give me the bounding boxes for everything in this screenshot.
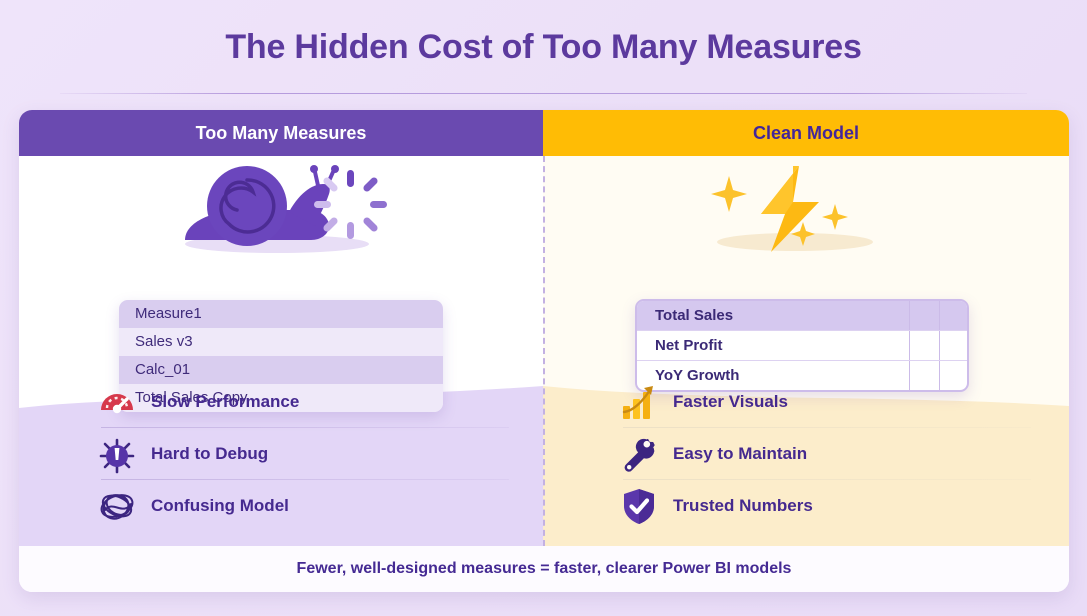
column-divider [543,156,545,546]
list-item[interactable]: Trusted Numbers [619,480,1039,532]
table-column-divider [909,331,910,360]
list-item-label: Easy to Maintain [673,444,808,463]
measure-row[interactable]: Measure1 [119,300,443,328]
table-column-divider [939,301,940,330]
drawback-list: Slow Performance [97,376,517,532]
shield-check-icon [619,486,659,526]
list-separator [101,427,509,428]
list-item-label: Trusted Numbers [673,496,813,515]
lightning-bolt-illustration [711,166,873,252]
list-item[interactable]: Slow Performance [97,376,517,428]
table-row[interactable]: Net Profit [637,331,967,361]
list-separator [623,479,1031,480]
panels: Measure1 Sales v3 Calc_01 Total Sales Co… [19,156,1069,546]
table-column-divider [939,361,940,390]
list-item-label: Faster Visuals [673,392,788,411]
list-item[interactable]: Faster Visuals [619,376,1039,428]
footer-text: Fewer, well-designed measures = faster, … [296,560,792,577]
table-row[interactable]: YoY Growth [637,361,967,390]
clean-measure-table[interactable]: Total Sales Net Profit YoY Growth [635,299,969,392]
table-column-divider [909,361,910,390]
header-clean-model: Clean Model [543,110,1069,156]
list-item-label: Hard to Debug [151,444,269,463]
sparkle-icons [711,176,848,246]
measure-row[interactable]: Total Sales Copy [119,384,443,412]
table-column-divider [939,331,940,360]
right-wave-background [543,386,1069,546]
title-divider [60,93,1027,94]
table-cell-name: Total Sales [655,307,734,324]
measure-list[interactable]: Measure1 Sales v3 Calc_01 Total Sales Co… [119,300,443,412]
tangled-scribble-icon [97,486,137,526]
left-wave-background [19,386,543,546]
comparison-card: Too Many Measures Clean Model [19,110,1069,592]
wrench-gear-icon [619,434,659,474]
footer-banner: Fewer, well-designed measures = faster, … [19,546,1069,592]
loading-spinner-icon [314,170,387,239]
table-cell-name: Net Profit [655,337,723,354]
table-cell-name: YoY Growth [655,367,740,384]
bug-icon [97,434,137,474]
measure-row[interactable]: Sales v3 [119,328,443,356]
table-column-divider [909,301,910,330]
snail-with-spinner-illustration [185,165,387,253]
title-area: The Hidden Cost of Too Many Measures [0,0,1087,95]
list-separator [623,427,1031,428]
list-item[interactable]: Easy to Maintain [619,428,1039,480]
list-separator [101,479,509,480]
list-item[interactable]: Confusing Model [97,480,517,532]
header-too-many-measures: Too Many Measures [19,110,543,156]
speed-gauge-icon [97,382,137,422]
benefit-list: Faster Visuals Easy to Maintain [619,376,1039,532]
page-title: The Hidden Cost of Too Many Measures [225,28,862,66]
list-item-label: Confusing Model [151,496,289,515]
growth-bar-chart-icon [619,382,659,422]
table-row[interactable]: Total Sales [637,301,967,331]
list-item-label: Slow Performance [151,392,300,411]
measure-row[interactable]: Calc_01 [119,356,443,384]
column-headers: Too Many Measures Clean Model [19,110,1069,156]
list-item[interactable]: Hard to Debug [97,428,517,480]
